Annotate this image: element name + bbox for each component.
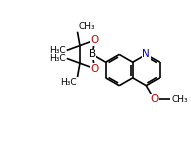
Text: H₃C: H₃C: [60, 78, 77, 87]
Text: O: O: [91, 35, 99, 45]
Text: B: B: [89, 49, 96, 59]
Text: O: O: [150, 94, 158, 104]
Text: N: N: [142, 49, 150, 59]
Text: H₃C: H₃C: [49, 46, 66, 55]
Text: O: O: [91, 64, 99, 74]
Text: CH₃: CH₃: [79, 22, 95, 31]
Text: H₃C: H₃C: [49, 54, 66, 63]
Text: CH₃: CH₃: [172, 95, 188, 104]
